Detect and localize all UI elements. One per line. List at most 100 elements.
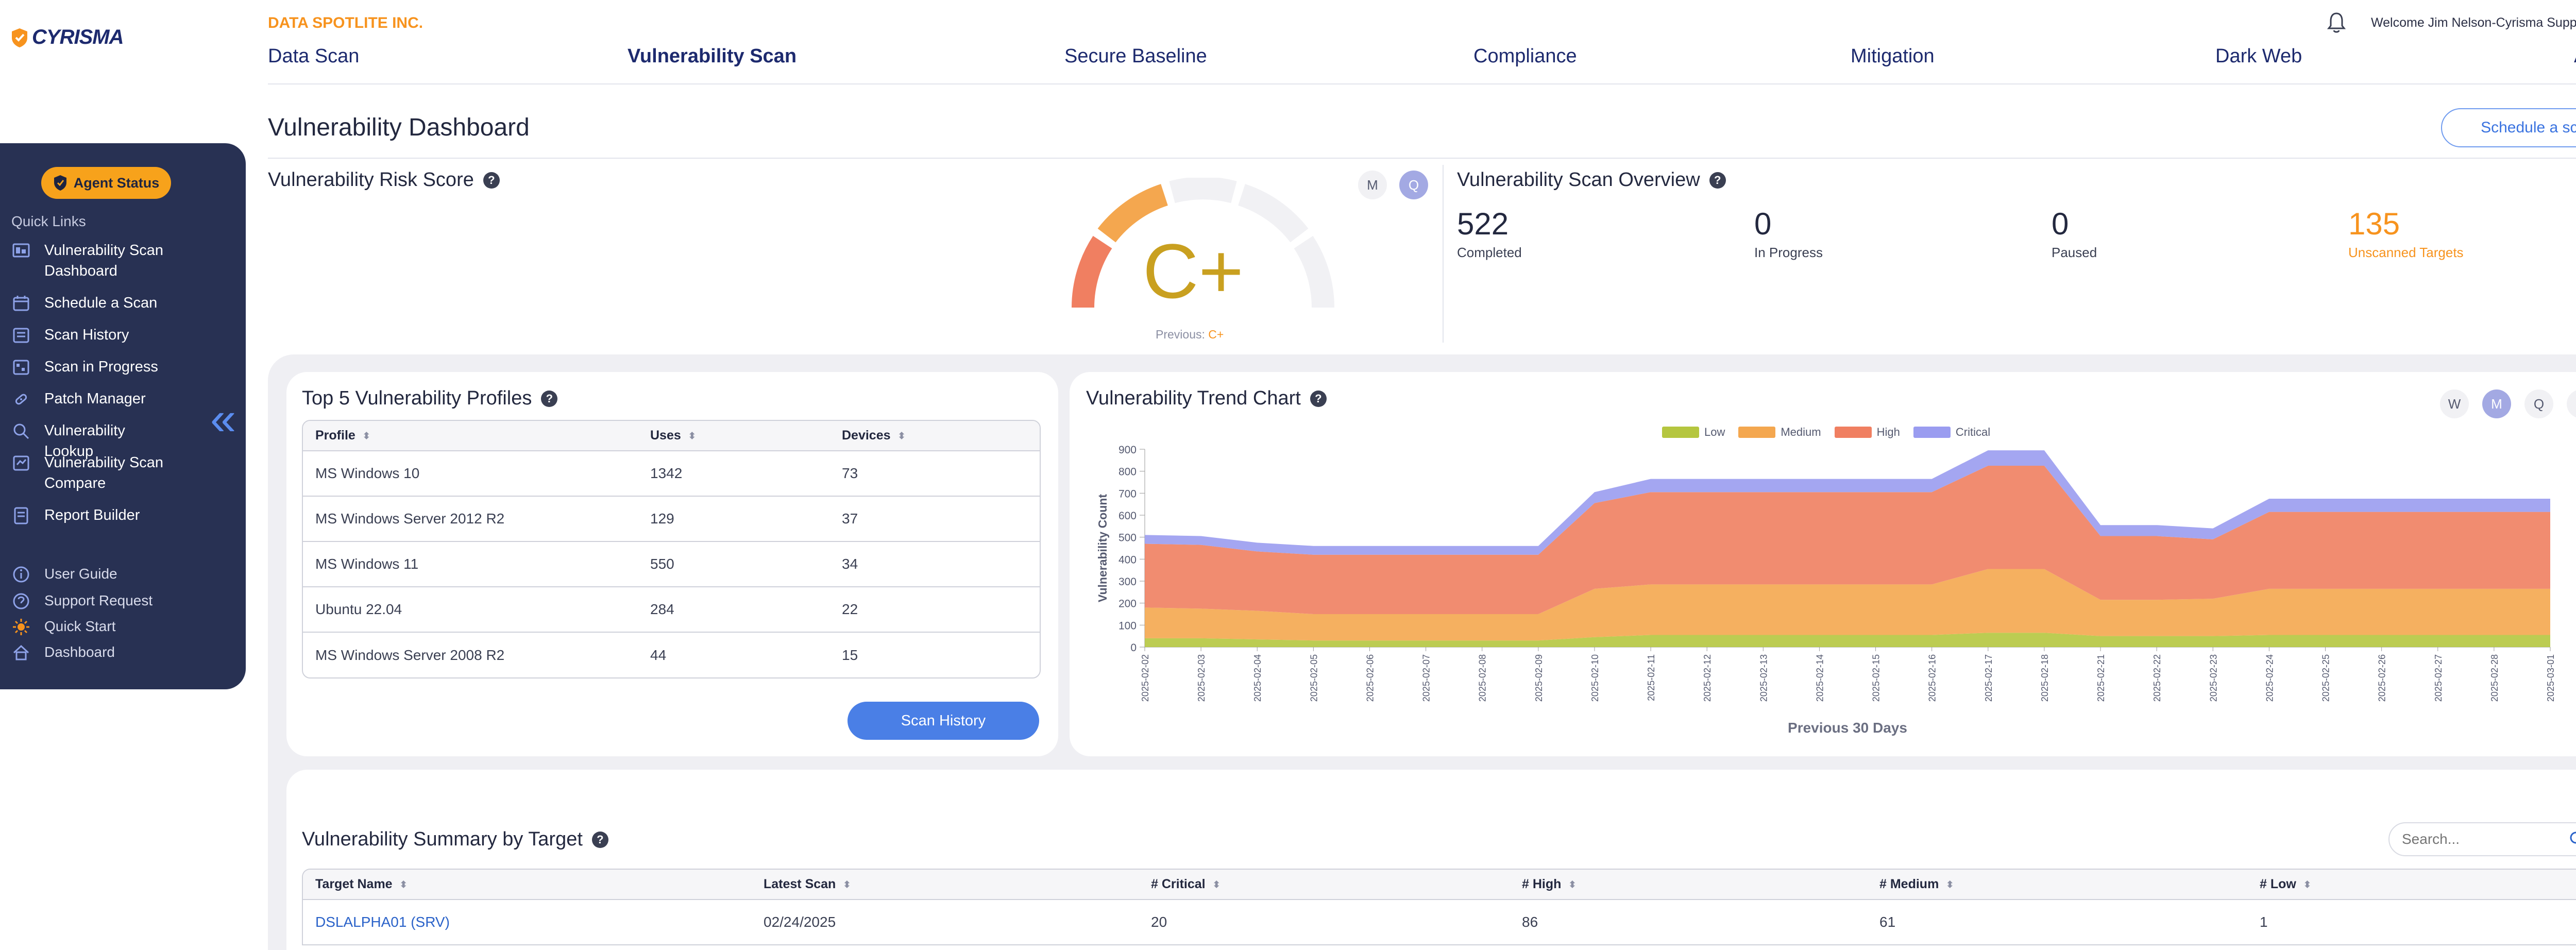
table-row[interactable]: MS Windows 11 550 34 [303,541,1040,587]
sidebar-link-label: User Guide [44,566,117,582]
help-icon[interactable]: ? [483,172,500,189]
sidebar-item-scan-in-progress[interactable]: Scan in Progress [11,357,166,377]
sidebar-item-vulnerability-scan-dashboard[interactable]: Vulnerability Scan Dashboard [11,240,166,281]
sidebar-item-scan-history[interactable]: Scan History [11,325,166,345]
previous-label: Previous: [1156,328,1205,341]
nav-admin[interactable]: Admin [2574,45,2576,67]
sidebar-item-schedule-a-scan[interactable]: Schedule a Scan [11,293,166,313]
scan-overview-title-text: Vulnerability Scan Overview [1457,169,1700,191]
x-tick-label: 2025-02-07 [1421,654,1432,702]
sidebar-item-report-builder[interactable]: Report Builder [11,505,166,525]
sidebar-link-quick-start[interactable]: Quick Start [11,616,115,637]
sidebar-link-dashboard[interactable]: Dashboard [11,642,115,663]
table-cell: 44 [650,647,667,663]
schedule-scan-button[interactable]: Schedule a scan [2441,108,2576,147]
nav-secure-baseline[interactable]: Secure Baseline [1064,45,1207,67]
sidebar-item-label: Vulnerability Lookup [44,422,125,460]
history-icon [13,328,29,343]
sort-icon[interactable]: ⬍ [1212,879,1221,890]
column-header[interactable]: Uses ⬍ [638,421,829,451]
legend-swatch [1834,427,1872,438]
nav-compliance[interactable]: Compliance [1473,45,1577,67]
sort-icon[interactable]: ⬍ [2303,879,2311,890]
search-icon[interactable] [2569,830,2576,848]
series-area-high [1145,466,2550,614]
table-cell: 15 [842,647,858,663]
table-row[interactable]: MS Windows 10 1342 73 [303,451,1040,497]
column-header[interactable]: # High ⬍ [1510,870,1867,900]
x-tick-label: 2025-02-11 [1646,654,1656,701]
nav-dark-web[interactable]: Dark Web [2215,45,2302,67]
y-tick-label: 500 [1118,532,1137,544]
lookup-icon [13,423,29,439]
sort-icon[interactable]: ⬍ [897,431,906,442]
legend-item[interactable]: Critical [1913,426,1990,439]
summary-title-text: Vulnerability Summary by Target [302,828,583,850]
sidebar-item-vulnerability-lookup[interactable]: Vulnerability Lookup [11,420,166,462]
legend-item[interactable]: High [1834,426,1900,439]
completed-count[interactable]: 522 [1457,207,1509,241]
bell-icon[interactable] [2326,11,2347,37]
sort-icon[interactable]: ⬍ [688,431,696,442]
company-name: DATA SPOTLITE INC. [268,14,423,31]
title-divider [268,158,2576,159]
risk-toggle-m[interactable]: M [1358,171,1387,199]
agent-status-button[interactable]: Agent Status [41,167,171,199]
table-row[interactable]: MS Windows Server 2008 R2 44 15 [303,632,1040,677]
column-header[interactable]: Target Name ⬍ [303,870,751,900]
trend-toggle-w[interactable]: W [2440,389,2469,418]
column-header[interactable]: Devices ⬍ [829,421,1040,451]
column-header[interactable]: # Medium ⬍ [1867,870,2247,900]
help-icon[interactable]: ? [591,831,608,848]
trend-toggle-m[interactable]: M [2482,389,2511,418]
trend-toggle-y[interactable]: Y [2567,389,2576,418]
search-input[interactable] [2402,831,2567,847]
table-cell: 22 [829,587,1040,633]
sidebar-link-support-request[interactable]: Support Request [11,590,152,611]
summary-title: Vulnerability Summary by Target ? [302,828,608,851]
series-area-low [1145,633,2550,647]
help-icon[interactable]: ? [1709,172,1726,189]
table-row[interactable]: Ubuntu 22.04 284 22 [303,587,1040,633]
table-cell: 1 [2247,900,2576,945]
in-progress-count[interactable]: 0 [1754,207,1772,241]
sort-icon[interactable]: ⬍ [362,431,370,442]
patch-icon [15,394,27,405]
summary-search[interactable] [2388,822,2576,856]
sort-icon[interactable]: ⬍ [1568,879,1577,890]
table-row[interactable]: MS Windows Server 2012 R2 129 37 [303,496,1040,542]
logo-text: CYRISMA [32,26,124,48]
x-tick-label: 2025-02-15 [1871,654,1882,702]
column-header-label: # High [1522,877,1562,891]
cyrisma-logo[interactable]: CYRISMA [10,26,124,49]
sidebar-item-patch-manager[interactable]: Patch Manager [11,388,166,409]
paused-count[interactable]: 0 [2052,207,2069,241]
table-row[interactable]: DSLALPHA01 (SRV) 02/24/2025 20 86 61 1 [303,900,2576,945]
sidebar-item-label: Scan History [44,327,129,343]
collapse-sidebar-icon[interactable]: « [210,393,236,445]
sort-icon[interactable]: ⬍ [843,879,851,890]
help-icon[interactable]: ? [1310,390,1327,407]
column-header[interactable]: # Low ⬍ [2247,870,2576,900]
nav-data-scan[interactable]: Data Scan [268,45,360,67]
legend-item[interactable]: Medium [1738,426,1821,439]
column-header[interactable]: # Critical ⬍ [1139,870,1510,900]
help-icon[interactable]: ? [541,390,558,407]
table-cell[interactable]: DSLALPHA01 (SRV) [303,900,751,945]
unscanned-count[interactable]: 135 [2348,207,2400,241]
column-header-label: Profile [315,428,355,443]
column-header[interactable]: Profile ⬍ [303,421,638,451]
legend-item[interactable]: Low [1662,426,1725,439]
nav-vulnerability-scan[interactable]: Vulnerability Scan [628,45,797,67]
sort-icon[interactable]: ⬍ [1946,879,1954,890]
column-header[interactable]: Latest Scan ⬍ [751,870,1139,900]
risk-toggle-q[interactable]: Q [1399,171,1428,199]
sort-icon[interactable]: ⬍ [399,879,408,890]
nav-mitigation[interactable]: Mitigation [1851,45,1935,67]
sidebar-item-vulnerability-scan-compare[interactable]: Vulnerability Scan Compare [11,452,166,494]
y-tick-label: 400 [1118,554,1137,566]
sidebar-link-user-guide[interactable]: User Guide [11,564,117,584]
scan-history-button[interactable]: Scan History [848,702,1039,740]
legend-label: Medium [1781,426,1821,438]
trend-toggle-q[interactable]: Q [2524,389,2553,418]
